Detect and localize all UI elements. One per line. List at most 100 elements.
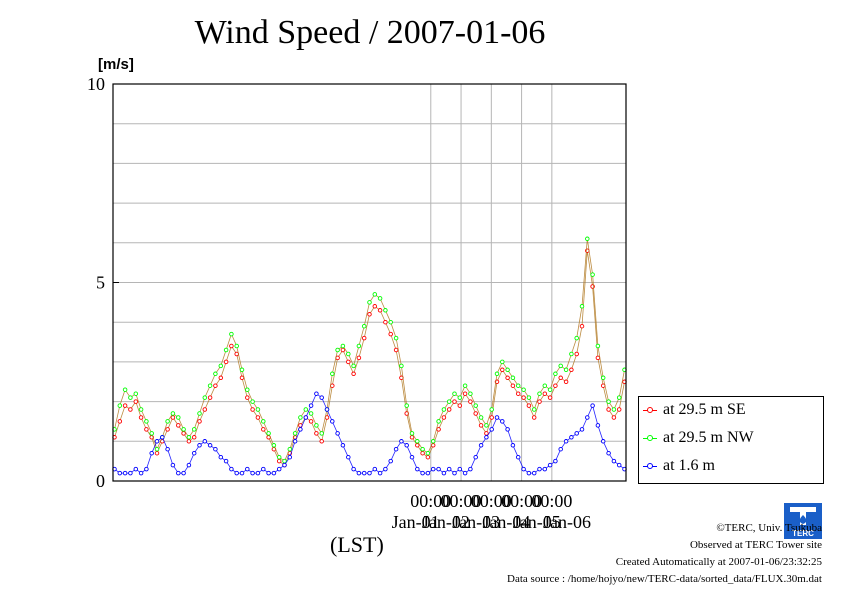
data-point	[452, 391, 457, 396]
data-point	[367, 312, 372, 317]
day-label: Jan-02	[422, 512, 470, 532]
data-point	[611, 407, 617, 412]
data-point	[590, 403, 595, 408]
grid-lines	[113, 84, 626, 481]
data-point	[553, 458, 558, 464]
data-point	[133, 466, 139, 472]
data-point	[361, 470, 367, 476]
data-point	[606, 450, 611, 456]
data-point	[229, 343, 234, 349]
data-point	[430, 439, 436, 444]
data-point	[170, 411, 176, 416]
data-point	[441, 470, 447, 476]
y-tick-label: 5	[96, 273, 105, 293]
data-point	[526, 470, 532, 476]
data-point	[515, 391, 521, 396]
data-point	[616, 462, 622, 468]
data-point	[181, 427, 186, 432]
data-point	[128, 407, 133, 412]
data-point	[611, 415, 617, 420]
data-point	[473, 403, 478, 408]
data-point	[542, 383, 548, 388]
x-tick-label: 00:00	[471, 491, 512, 511]
data-point	[473, 411, 478, 416]
footer-created: Created Automatically at 2007-01-06/23:3…	[615, 556, 822, 568]
data-point	[181, 470, 186, 476]
data-point	[122, 403, 128, 408]
data-point	[569, 367, 574, 373]
data-point	[261, 419, 266, 424]
data-point	[319, 439, 324, 444]
data-point	[526, 395, 532, 400]
data-point	[239, 367, 245, 373]
data-point	[250, 407, 255, 412]
legend-swatch-green	[643, 434, 657, 441]
data-point	[128, 470, 133, 476]
data-point	[547, 387, 553, 392]
data-point	[234, 470, 239, 476]
data-point	[245, 395, 250, 400]
data-point	[138, 470, 144, 476]
data-point	[346, 351, 351, 357]
data-point	[484, 435, 489, 440]
data-point	[574, 335, 579, 341]
data-point	[452, 470, 457, 476]
data-point	[399, 363, 404, 369]
data-point	[165, 419, 170, 424]
data-point	[239, 375, 245, 381]
legend-label-se: at 29.5 m SE	[663, 401, 746, 418]
data-point	[361, 335, 367, 341]
data-point	[563, 439, 569, 444]
data-point	[393, 347, 399, 353]
data-point	[542, 466, 548, 472]
data-point	[250, 399, 255, 404]
data-point	[409, 431, 415, 436]
data-point	[505, 427, 510, 432]
data-point	[298, 427, 303, 432]
data-point	[595, 355, 601, 361]
legend-swatch-blue	[643, 462, 657, 469]
data-point	[314, 431, 319, 436]
data-point	[436, 419, 441, 424]
data-point	[308, 411, 314, 416]
data-point	[138, 415, 144, 420]
data-point	[213, 371, 218, 377]
data-point	[122, 387, 128, 392]
data-point	[553, 383, 558, 388]
data-point	[388, 319, 393, 325]
data-point	[425, 454, 431, 460]
data-point	[441, 415, 447, 420]
data-point	[308, 403, 314, 408]
series-layer	[112, 236, 627, 476]
legend-label-nw: at 29.5 m NW	[663, 429, 754, 446]
legend-swatch-red	[643, 406, 657, 413]
data-point	[292, 439, 298, 444]
data-point	[149, 431, 154, 436]
data-point	[377, 308, 383, 313]
data-point	[531, 407, 537, 412]
data-point	[468, 391, 473, 396]
data-point	[515, 454, 521, 460]
data-point	[500, 359, 505, 365]
legend-item-1-6m: at 1.6 m	[639, 456, 715, 476]
data-point	[383, 466, 388, 472]
data-point	[452, 399, 457, 404]
data-point	[388, 458, 393, 464]
data-point	[271, 443, 277, 448]
data-point	[191, 435, 197, 440]
data-point	[446, 399, 452, 404]
data-point	[446, 466, 452, 472]
data-point	[303, 415, 309, 420]
data-point	[446, 407, 452, 412]
data-point	[261, 466, 266, 472]
data-point	[500, 419, 505, 424]
data-point	[213, 446, 218, 452]
data-point	[213, 383, 218, 388]
data-point	[117, 403, 123, 408]
day-label: Jan-05	[513, 512, 561, 532]
data-point	[218, 363, 224, 369]
data-point	[579, 323, 585, 329]
data-point	[484, 431, 489, 436]
data-point	[160, 435, 165, 440]
